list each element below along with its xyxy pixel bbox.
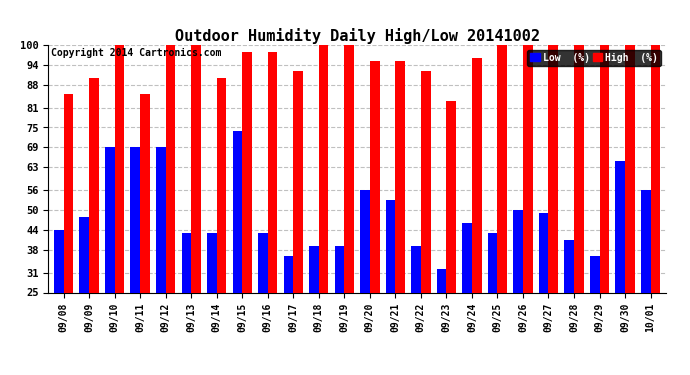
Bar — [268, 52, 277, 292]
Bar — [115, 45, 124, 292]
Bar — [319, 45, 328, 292]
Bar — [549, 45, 558, 292]
Bar — [191, 45, 201, 292]
Bar — [564, 240, 574, 292]
Bar — [360, 190, 370, 292]
Bar — [156, 147, 166, 292]
Bar — [284, 256, 293, 292]
Bar — [600, 45, 609, 292]
Bar — [437, 269, 446, 292]
Bar — [258, 233, 268, 292]
Bar — [344, 45, 354, 292]
Bar — [386, 200, 395, 292]
Bar — [370, 62, 380, 292]
Bar — [462, 223, 472, 292]
Text: Copyright 2014 Cartronics.com: Copyright 2014 Cartronics.com — [51, 48, 221, 57]
Title: Outdoor Humidity Daily High/Low 20141002: Outdoor Humidity Daily High/Low 20141002 — [175, 28, 540, 44]
Bar — [207, 233, 217, 292]
Bar — [421, 71, 431, 292]
Bar — [488, 233, 497, 292]
Bar — [472, 58, 482, 292]
Bar — [242, 52, 252, 292]
Bar — [539, 213, 549, 292]
Bar — [79, 217, 89, 292]
Bar — [181, 233, 191, 292]
Bar — [625, 45, 635, 292]
Bar — [497, 45, 507, 292]
Bar — [411, 246, 421, 292]
Bar — [395, 62, 405, 292]
Bar — [446, 101, 456, 292]
Bar — [293, 71, 303, 292]
Bar — [335, 246, 344, 292]
Legend: Low  (%), High  (%): Low (%), High (%) — [527, 50, 661, 66]
Bar — [166, 45, 175, 292]
Bar — [574, 45, 584, 292]
Bar — [513, 210, 523, 292]
Bar — [130, 147, 140, 292]
Bar — [63, 94, 73, 292]
Bar — [590, 256, 600, 292]
Bar — [651, 45, 660, 292]
Bar — [54, 230, 63, 292]
Bar — [233, 131, 242, 292]
Bar — [140, 94, 150, 292]
Bar — [615, 160, 625, 292]
Bar — [217, 78, 226, 292]
Bar — [105, 147, 115, 292]
Bar — [641, 190, 651, 292]
Bar — [523, 45, 533, 292]
Bar — [309, 246, 319, 292]
Bar — [89, 78, 99, 292]
